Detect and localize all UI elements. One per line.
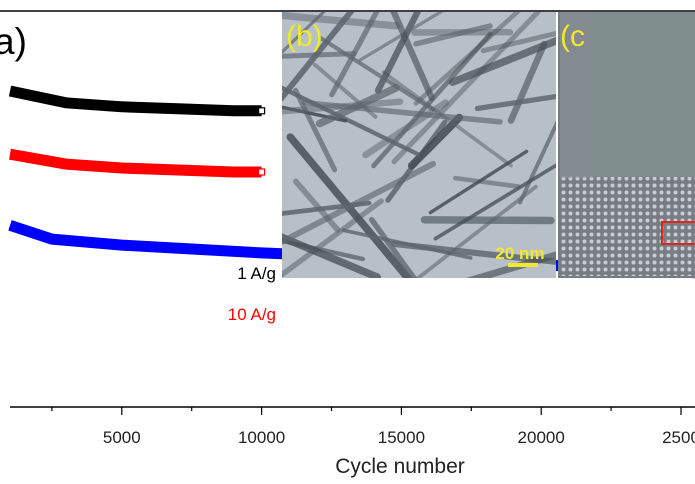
x-tick-label: 20000	[518, 428, 565, 447]
hrtem-inset: (c	[558, 12, 695, 278]
x-tick-label: 5000	[103, 428, 141, 447]
panel-label-b: (b)	[286, 20, 323, 53]
x-tick-label: 2500	[662, 428, 695, 447]
series-label-10ag: 10 A/g	[228, 305, 276, 324]
nanorod	[424, 220, 551, 221]
series-line-1	[10, 91, 262, 111]
series-label-1ag: 1 A/g	[237, 264, 276, 283]
panel-label-c: (c	[560, 20, 585, 53]
series-line-2	[10, 154, 262, 172]
series-end-marker-1	[259, 108, 265, 114]
series-end-marker-2	[259, 169, 265, 175]
x-ticks: 5000 10000 15000 20000 2500	[52, 407, 695, 447]
scale-bar-label: 20 nm	[495, 244, 544, 263]
panel-label-a: a)	[0, 21, 27, 62]
x-tick-label: 10000	[238, 428, 285, 447]
x-axis-label: Cycle number	[335, 455, 465, 478]
x-tick-label: 15000	[378, 428, 425, 447]
zoom-inset-box	[592, 12, 695, 177]
